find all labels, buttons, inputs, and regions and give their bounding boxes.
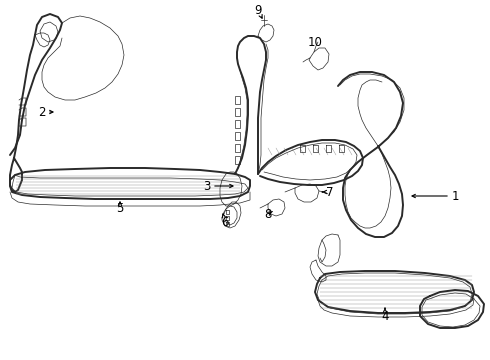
Text: 5: 5 [116,202,123,215]
Text: 2: 2 [38,105,46,118]
Text: 4: 4 [381,310,389,323]
Text: 7: 7 [326,185,334,198]
Text: 9: 9 [254,4,262,17]
Text: 10: 10 [308,36,322,49]
Text: 8: 8 [264,207,271,220]
Text: 6: 6 [221,216,229,229]
Text: 3: 3 [203,180,211,193]
Text: 1: 1 [451,189,459,202]
